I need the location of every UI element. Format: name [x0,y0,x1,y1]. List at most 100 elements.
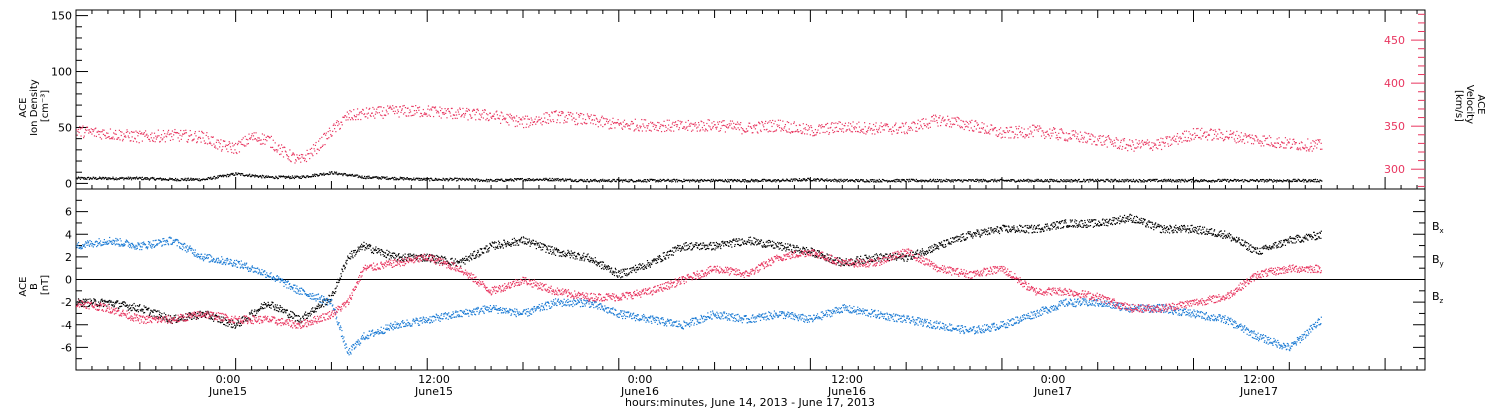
density-point [298,177,300,179]
velocity-point [893,130,895,133]
density-point [756,179,758,181]
velocity-point [747,130,749,132]
velocity-point [913,121,915,123]
density-point [143,178,145,180]
density-point [306,175,308,177]
density-point [535,179,537,181]
density-point [1233,178,1235,181]
density-point [413,177,415,179]
velocity-point [667,128,669,130]
density-point [996,181,998,183]
velocity-point [1288,142,1290,144]
density-point [1197,180,1200,182]
velocity-point [621,127,623,129]
density-point [906,179,908,181]
density-point [626,180,628,182]
velocity-point [104,135,106,137]
density-point [1122,181,1124,183]
velocity-point [1076,138,1078,140]
velocity-point [261,143,263,145]
density-point [558,179,560,181]
velocity-point [124,135,126,137]
density-point [720,179,723,182]
density-point [1100,179,1103,181]
velocity-point [720,121,723,123]
density-point [153,178,156,181]
density-point [1088,181,1090,183]
velocity-point [1120,141,1122,143]
velocity-point [212,136,214,139]
bx-point [167,321,169,323]
velocity-point [259,143,262,145]
velocity-point [784,125,786,128]
density-point [733,179,735,182]
velocity-point [530,122,532,124]
density-point [367,175,369,177]
density-point [1076,179,1078,182]
density-point [218,175,220,177]
density-point [196,178,198,180]
density-point [1176,181,1178,183]
density-point [103,178,105,180]
velocity-point [247,142,249,145]
velocity-point [798,131,800,133]
density-point [862,180,864,182]
density-point [132,178,135,180]
velocity-point [998,134,1000,136]
velocity-point [1202,135,1204,137]
velocity-point [662,125,665,127]
velocity-point [1288,141,1290,143]
velocity-point [474,114,476,116]
velocity-point [1222,140,1225,142]
density-point [1068,180,1071,182]
density-point [144,177,146,179]
velocity-point [573,117,575,119]
density-point [706,179,709,181]
density-point [1295,180,1297,182]
density-point [1306,180,1308,183]
velocity-point [1309,148,1311,150]
density-point [392,177,394,179]
density-point [782,179,785,181]
velocity-point [208,142,211,144]
velocity-point [1170,139,1172,141]
density-point [1212,179,1214,182]
density-point [701,179,703,181]
velocity-point [103,129,105,131]
bx-point [98,304,100,307]
velocity-point [337,121,340,123]
density-point [607,180,609,183]
velocity-point [1250,136,1252,139]
velocity-point [269,136,271,139]
density-point [102,176,104,179]
bx-point [95,300,97,302]
bx-point [396,259,399,261]
velocity-point [540,122,542,124]
velocity-point [257,140,260,142]
velocity-point [1062,132,1064,134]
density-point [470,178,472,180]
velocity-point [616,121,618,124]
velocity-point [455,111,457,113]
velocity-point [411,114,414,117]
density-point [118,178,120,180]
velocity-point [387,113,389,115]
density-point [1017,179,1020,181]
density-point [500,178,502,180]
density-point [653,179,656,181]
density-point [1110,178,1112,181]
density-point [808,178,810,180]
velocity-point [1081,137,1083,139]
velocity-point [928,122,930,124]
velocity-point [818,125,820,127]
bx-point [261,308,263,310]
bx-point [353,251,355,254]
density-point [888,180,891,182]
density-point [1313,181,1315,183]
velocity-point [738,129,741,131]
density-point [952,181,954,183]
velocity-point [247,139,249,141]
velocity-point [150,133,152,136]
density-point [1265,180,1267,182]
velocity-point [933,118,935,120]
